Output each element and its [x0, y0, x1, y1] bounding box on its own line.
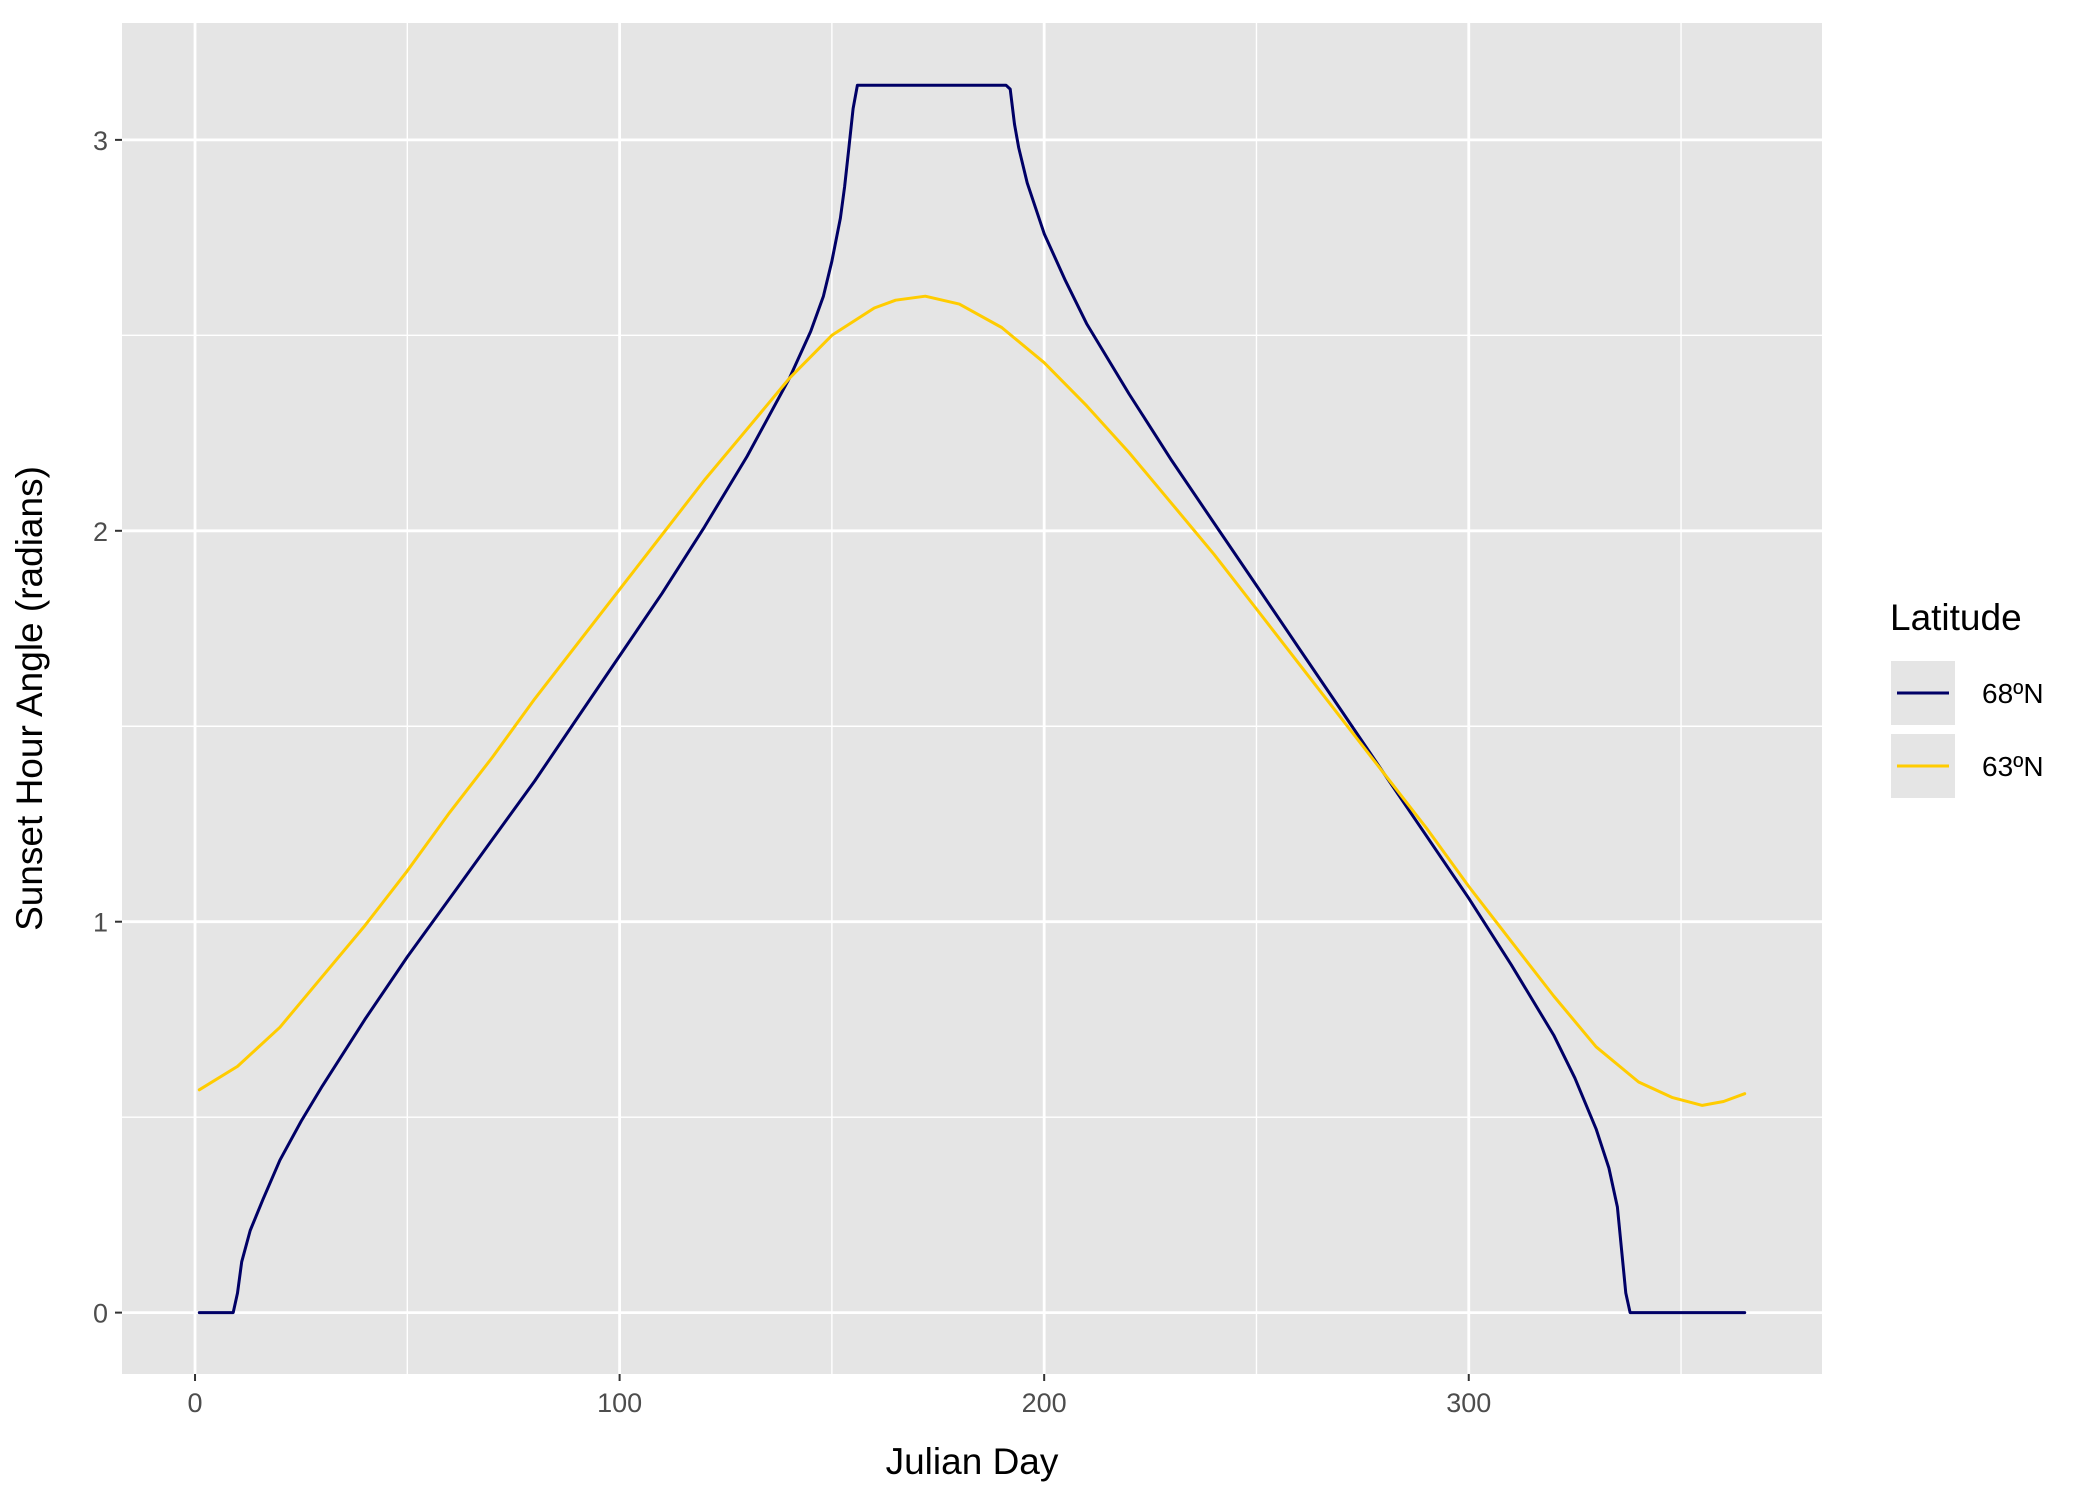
y-tick-label: 1 [93, 908, 108, 938]
x-axis-title: Julian Day [886, 1441, 1059, 1482]
legend-title: Latitude [1890, 597, 2022, 638]
x-tick-label: 200 [1022, 1388, 1067, 1418]
y-tick-label: 3 [93, 126, 108, 156]
axis-ticks [115, 138, 1470, 1381]
x-tick-label: 100 [597, 1388, 642, 1418]
legend: Latitude 68ºN 63ºN [1889, 597, 2044, 800]
tick-labels: 0 100 200 300 0 1 2 3 [93, 126, 1491, 1418]
legend-label-68n: 68ºN [1982, 678, 2044, 709]
legend-label-63n: 63ºN [1982, 751, 2044, 782]
x-tick-label: 0 [188, 1388, 203, 1418]
plot-panel [122, 23, 1822, 1374]
y-tick-label: 0 [93, 1299, 108, 1329]
x-tick-label: 300 [1446, 1388, 1491, 1418]
y-axis-title: Sunset Hour Angle (radians) [9, 466, 50, 931]
major-gridlines [122, 23, 1822, 1374]
series-line-1 [197, 294, 1747, 1107]
series-layer [197, 83, 1747, 1315]
y-tick-label: 2 [93, 517, 108, 547]
minor-gridlines [122, 23, 1822, 1374]
series-line-0 [197, 83, 1747, 1315]
